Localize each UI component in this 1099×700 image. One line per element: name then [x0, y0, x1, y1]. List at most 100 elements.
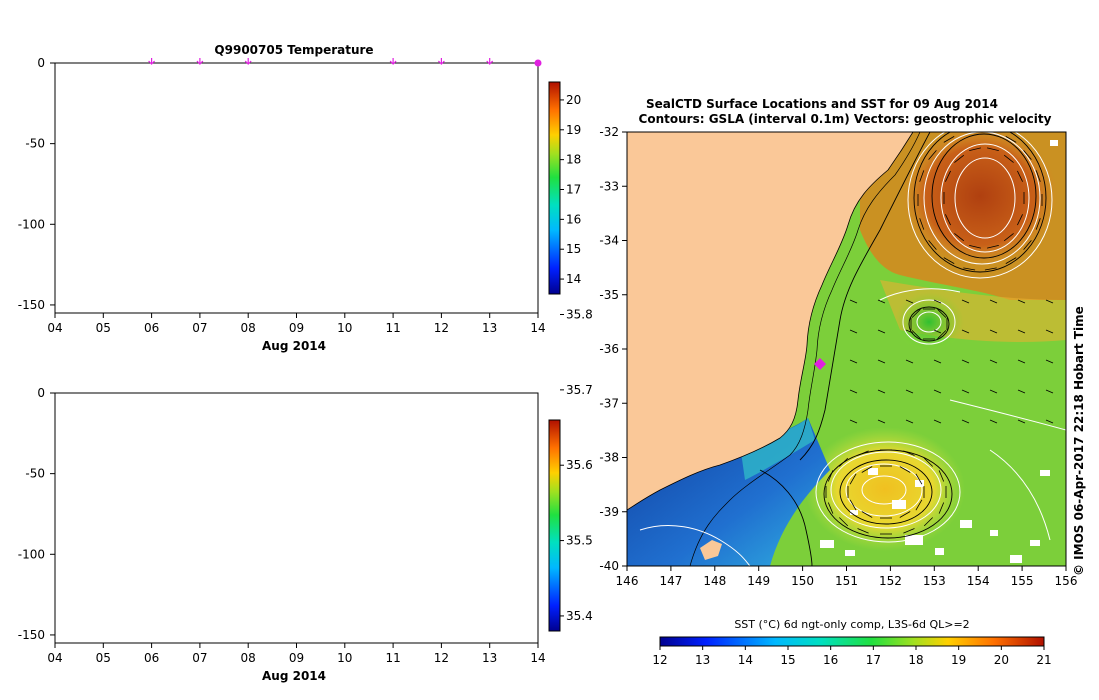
island	[700, 540, 722, 560]
sst-tick-label: 15	[780, 653, 795, 667]
velocity-arrow	[954, 233, 965, 242]
velocity-arrow	[915, 473, 923, 485]
x-tick-label: 13	[482, 321, 497, 335]
velocity-arrow	[984, 267, 997, 271]
velocity-arrow	[849, 419, 858, 424]
velocity-arrow	[961, 329, 970, 334]
x-tick-label: 06	[144, 651, 159, 665]
velocity-arrow	[849, 473, 857, 485]
velocity-arrow	[1003, 233, 1014, 242]
colorbar-tick-label: 16	[566, 212, 581, 226]
x-tick-label: 10	[337, 321, 352, 335]
profile-marker	[389, 58, 397, 65]
velocity-arrow	[877, 419, 886, 424]
sst-tick-label: 14	[738, 653, 753, 667]
colorbar-tick-label: 18	[566, 153, 581, 167]
y-tick-label: -150	[18, 298, 45, 312]
lat-tick-label: -39	[599, 505, 619, 519]
velocity-arrow	[911, 330, 921, 340]
velocity-arrow	[945, 170, 951, 182]
imos-credit: © IMOS 06-Apr-2017 22:18 Hobart Time	[1072, 306, 1086, 576]
map-longitude-axis: 146 147 148 149 150 151 152 153 154 155 156	[616, 566, 1078, 588]
velocity-arrow	[969, 147, 981, 151]
x-tick-label: 10	[337, 651, 352, 665]
sst-tick-label: 16	[823, 653, 838, 667]
profile-marker	[148, 58, 156, 65]
velocity-arrow	[1005, 136, 1017, 143]
velocity-arrow	[963, 267, 976, 271]
velocity-arrow	[905, 329, 914, 334]
velocity-arrow	[1035, 170, 1041, 182]
lat-tick-label: -33	[599, 179, 619, 193]
lon-tick-label: 147	[659, 574, 682, 588]
velocity-arrow	[857, 528, 869, 534]
seal-location-marker	[814, 358, 826, 370]
velocity-arrow	[877, 299, 886, 304]
colorbar-tick-label: 35.4	[566, 609, 593, 623]
sst-colorbar-label: SST (°C) 6d ngt-only comp, L3S-6d QL>=2	[734, 618, 969, 631]
velocity-arrow	[919, 218, 925, 230]
lat-tick-label: -34	[599, 234, 619, 248]
lat-tick-label: -37	[599, 396, 619, 410]
velocity-arrow	[1005, 257, 1017, 264]
lat-tick-label: -32	[599, 125, 619, 139]
y-tick-label: 0	[37, 56, 45, 70]
isobath	[689, 132, 921, 566]
velocity-arrow	[849, 499, 857, 511]
velocity-arrow	[1023, 240, 1032, 250]
temperature-y-axis: 0 -50 -100 -150	[18, 56, 55, 312]
salinity-plot-frame	[54, 392, 539, 644]
x-tick-label: 08	[241, 651, 256, 665]
x-tick-label: 14	[530, 321, 545, 335]
colorbar-tick-label: 15	[566, 242, 581, 256]
velocity-arrow	[1045, 299, 1054, 304]
velocity-arrow	[933, 419, 942, 424]
small-eddy	[894, 292, 964, 352]
salinity-colorbar	[548, 419, 561, 632]
profile-time-markers	[148, 58, 542, 67]
salinity-colorbar-ticks: 35.4 35.5 35.6 35.7 35.8	[560, 308, 593, 623]
velocity-arrow	[933, 359, 942, 364]
sst-tick-label: 19	[951, 653, 966, 667]
velocity-arrow	[937, 308, 947, 318]
velocity-arrow	[903, 528, 915, 534]
x-tick-label: 05	[96, 651, 111, 665]
velocity-arrow	[961, 299, 970, 304]
coastline	[627, 132, 914, 511]
lat-tick-label: -40	[599, 559, 619, 573]
sst-tick-label: 12	[652, 653, 667, 667]
velocity-arrow	[919, 170, 925, 182]
velocity-arrow	[943, 136, 955, 143]
colorbar-tick-label: 35.7	[566, 383, 593, 397]
velocity-arrow	[1045, 359, 1054, 364]
velocity-arrow	[899, 466, 911, 473]
temperature-colorbar	[548, 81, 561, 295]
cloud-mask	[820, 140, 1058, 563]
y-tick-label: -50	[25, 467, 45, 481]
lon-tick-label: 146	[616, 574, 639, 588]
x-tick-label: 04	[47, 321, 62, 335]
salinity-y-axis: 0 -50 -100 -150	[18, 386, 55, 642]
velocity-arrow	[899, 511, 911, 518]
velocity-arrow	[961, 389, 970, 394]
land	[627, 132, 913, 510]
x-tick-label: 04	[47, 651, 62, 665]
velocity-arrow	[961, 419, 970, 424]
velocity-arrow	[989, 419, 998, 424]
lon-tick-label: 149	[747, 574, 770, 588]
lon-tick-label: 156	[1055, 574, 1078, 588]
velocity-arrow	[877, 389, 886, 394]
velocity-arrow	[827, 470, 834, 482]
velocity-arrow	[923, 517, 933, 527]
lat-tick-label: -35	[599, 288, 619, 302]
velocity-arrow	[987, 245, 999, 249]
velocity-arrow	[905, 299, 914, 304]
velocity-arrow	[923, 457, 933, 467]
velocity-arrow	[905, 389, 914, 394]
velocity-arrow	[937, 330, 947, 340]
velocity-arrow	[877, 359, 886, 364]
lon-tick-label: 150	[791, 574, 814, 588]
x-tick-label: 13	[482, 651, 497, 665]
y-tick-label: -100	[18, 547, 45, 561]
